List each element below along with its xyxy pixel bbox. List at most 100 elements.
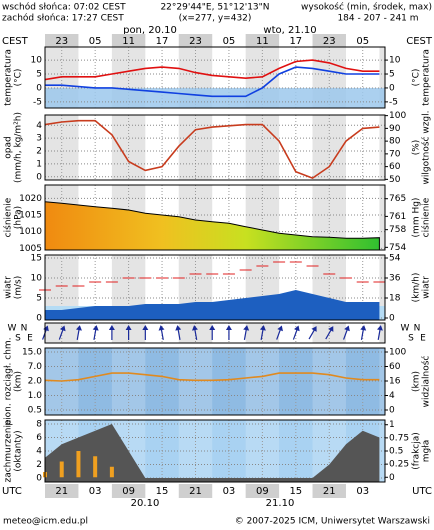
- y-tick-label: 6: [36, 433, 42, 443]
- y-tick-label: 4: [36, 447, 42, 457]
- y-tick-label: 0: [36, 473, 42, 483]
- series-line: [44, 372, 380, 382]
- series-line: [45, 66, 380, 98]
- arrow-head: [328, 326, 334, 332]
- y-tick-label: 0: [36, 83, 42, 93]
- compass-letter: E: [420, 334, 426, 344]
- y-tick-label: 5: [36, 294, 42, 304]
- arrow-head: [259, 325, 266, 331]
- y2-axis-label: widzialność: [421, 356, 432, 408]
- panel-frame: [44, 419, 386, 483]
- time-tile: [111, 484, 146, 498]
- compass-letter: N: [414, 324, 421, 334]
- wind-arrow: [225, 325, 232, 340]
- y2-axis-label: (°C): [412, 69, 422, 87]
- time-tick-label: 09: [256, 486, 269, 497]
- arrow-head: [59, 325, 66, 332]
- band: [379, 255, 385, 320]
- day-label: pon, 20.10: [123, 25, 177, 36]
- y2-tick-label: 60: [389, 362, 401, 372]
- series-line: [44, 119, 380, 179]
- coords: 22°29'44"E, 51°12'13"N: [160, 3, 269, 13]
- time-tick-label: 11: [122, 36, 135, 47]
- y-tick-label: 2: [36, 147, 42, 157]
- wind-arrow: [175, 325, 182, 340]
- y2-tick-label: 54: [389, 254, 401, 264]
- y2-tick-label: 4: [389, 391, 395, 401]
- y-tick-label: 8: [36, 420, 42, 430]
- timezone: UTC: [2, 486, 22, 497]
- time-tick-label: 11: [256, 36, 269, 47]
- band: [379, 420, 385, 482]
- y-tick-label: 4: [36, 121, 42, 131]
- y2-tick-label: 100: [389, 111, 406, 121]
- bar: [59, 461, 64, 478]
- timezone: CEST: [406, 36, 433, 47]
- arrow-head: [43, 325, 49, 332]
- series-area: [45, 290, 380, 320]
- elevation-title: wysokość (min, środek, max): [301, 2, 432, 13]
- arrow-head: [294, 325, 300, 332]
- email: meteo@icm.edu.pl: [3, 517, 88, 527]
- bar: [93, 456, 98, 478]
- time-tick-label: 09: [122, 486, 135, 497]
- sunset: zachód słońca: 17:27 CEST: [2, 13, 124, 24]
- time-tick-label: 23: [189, 36, 202, 47]
- y2-axis-label: mgła: [422, 440, 432, 463]
- arrow-head: [344, 325, 350, 332]
- arrow-head: [76, 325, 82, 331]
- y2-tick-label: 754: [389, 243, 406, 253]
- series-area: [45, 424, 380, 482]
- compass-letter: W: [401, 324, 410, 334]
- y2-tick-label: 1: [389, 420, 395, 430]
- y-tick-label: 1005: [19, 244, 42, 254]
- y-axis-label: pion. rozciągł. chm.: [4, 337, 14, 425]
- wind-arrow: [360, 325, 367, 340]
- y2-tick-label: 100: [389, 348, 406, 358]
- wind-arrow: [343, 325, 350, 340]
- y2-tick-label: 0: [389, 83, 395, 93]
- y2-tick-label: 758: [389, 225, 406, 235]
- y-tick-label: 2: [36, 460, 42, 470]
- y2-axis-label: (km): [412, 371, 422, 392]
- y2-tick-label: 765: [389, 194, 406, 204]
- y2-tick-label: 90: [389, 124, 401, 134]
- y-tick-label: 15: [31, 254, 42, 264]
- band: [379, 323, 385, 343]
- y-axis-label: (°C): [14, 69, 24, 87]
- compass-letter: S: [15, 334, 21, 344]
- y2-axis-label: (%): [412, 140, 422, 156]
- freezing-zone: [45, 87, 385, 108]
- band: [379, 47, 385, 108]
- time-tick-label: 17: [156, 36, 169, 47]
- y2-axis-label: wilgotność wzgl.: [421, 111, 432, 185]
- arrow-head: [125, 325, 132, 330]
- compass-letter: W: [8, 324, 17, 334]
- y2-tick-label: 0.5: [389, 447, 403, 457]
- y-tick-label: 1015: [19, 211, 42, 221]
- y-tick-label: 1020: [19, 194, 42, 204]
- arrow-head: [92, 325, 99, 331]
- arrow-head: [158, 325, 165, 331]
- timezone: UTC: [412, 486, 432, 497]
- arrow-head: [311, 326, 317, 332]
- time-tick-label: 21: [189, 486, 202, 497]
- time-tick-label: 03: [356, 486, 369, 497]
- panel-bg: [45, 348, 385, 415]
- wind-arrow: [259, 325, 266, 340]
- band: [379, 115, 385, 180]
- y-axis-label: (oktanty): [14, 430, 24, 471]
- y-tick-label: 2.0: [28, 377, 43, 387]
- arrow-head: [376, 325, 383, 331]
- y2-tick-label: 0: [389, 473, 395, 483]
- y2-axis-label: ciśnienie: [421, 197, 432, 237]
- panel-frame: [44, 46, 386, 109]
- y-tick-label: -5: [33, 97, 42, 107]
- time-tick-label: 03: [89, 486, 102, 497]
- y-tick-label: 10: [31, 274, 43, 284]
- bar: [76, 451, 81, 478]
- time-tile: [45, 484, 79, 498]
- y-tick-label: 1: [36, 159, 42, 169]
- arrow-head: [175, 325, 182, 331]
- arrow-head: [192, 325, 198, 331]
